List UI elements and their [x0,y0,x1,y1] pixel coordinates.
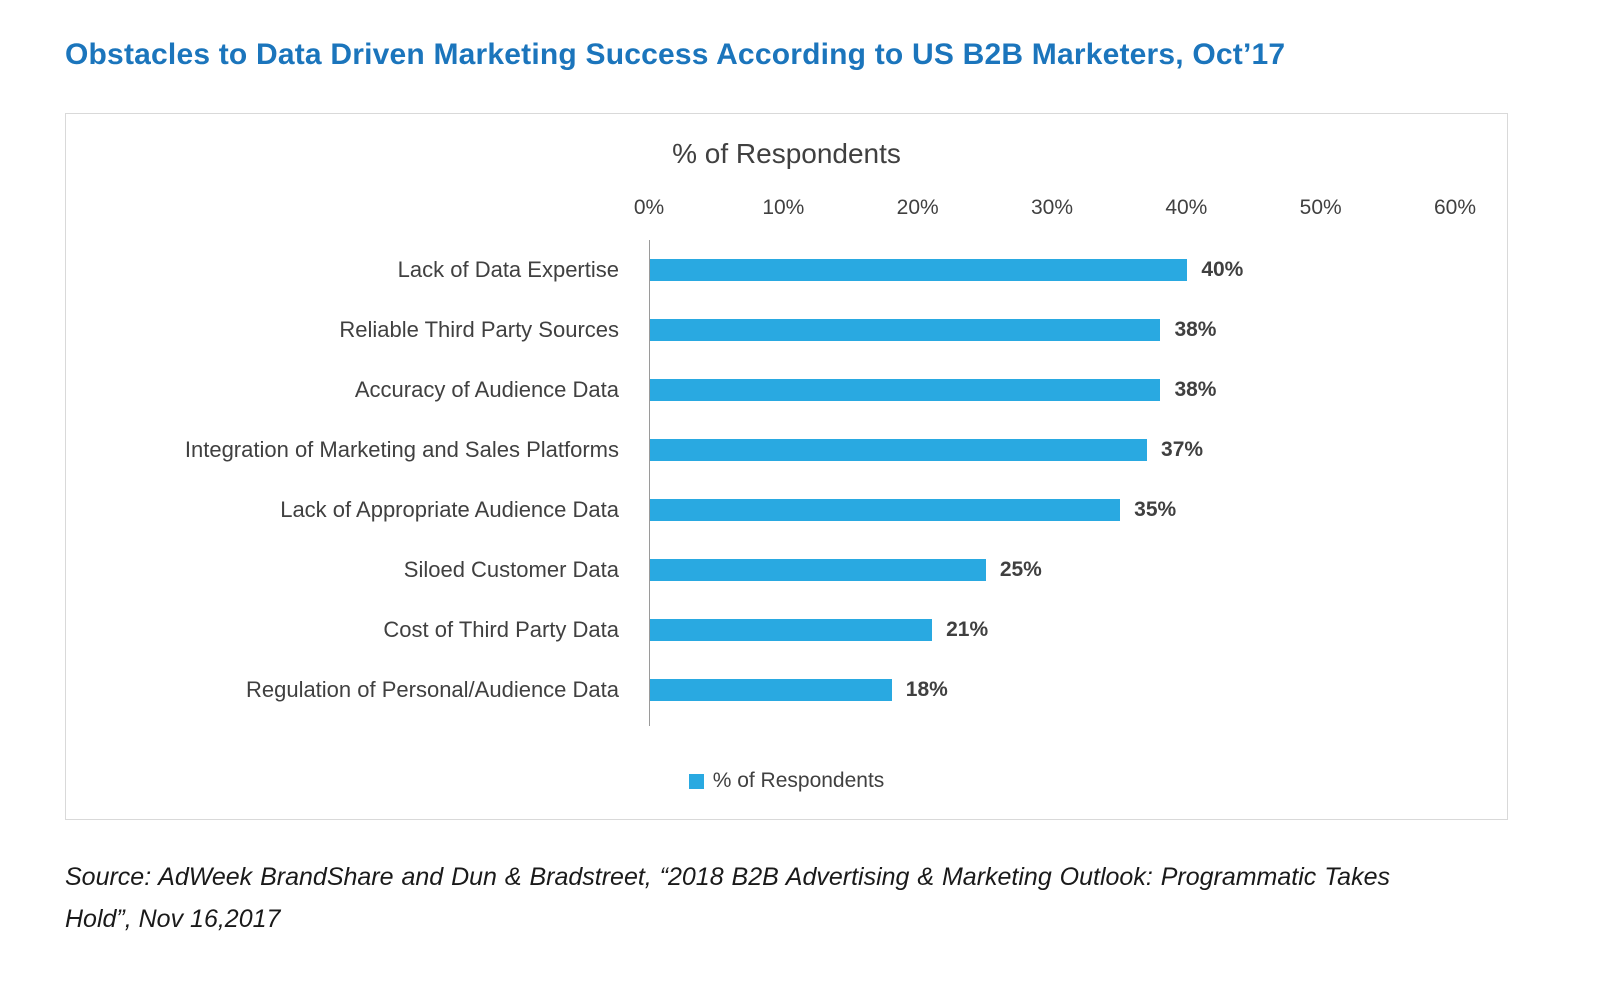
y-axis-line [649,240,650,726]
bar-row: Lack of Appropriate Audience Data 35% [66,480,1507,540]
bar-row: Regulation of Personal/Audience Data 18% [66,660,1507,720]
page-title: Obstacles to Data Driven Marketing Succe… [65,38,1286,71]
bar-row: Cost of Third Party Data 21% [66,600,1507,660]
category-label: Siloed Customer Data [403,557,619,582]
category-label: Cost of Third Party Data [383,617,619,642]
bar [650,619,933,641]
bar-row: Integration of Marketing and Sales Platf… [66,420,1507,480]
category-label: Reliable Third Party Sources [339,317,619,342]
category-label: Integration of Marketing and Sales Platf… [184,437,619,462]
source-text: Source: AdWeek BrandShare and Dun & Brad… [65,863,1390,933]
bar-row: Reliable Third Party Sources 38% [66,300,1507,360]
bar [650,259,1188,281]
x-tick-label: 50% [1299,196,1342,219]
bar [650,679,892,701]
bar-row: Lack of Data Expertise 40% [66,240,1507,300]
value-label: 25% [999,558,1042,581]
category-label: Accuracy of Audience Data [354,377,619,402]
bar [650,499,1121,521]
value-label: 40% [1201,258,1244,281]
value-label: 38% [1174,318,1217,341]
bar [650,559,986,581]
x-tick-label: 0% [633,196,665,219]
category-label: Lack of Appropriate Audience Data [280,497,619,522]
legend-swatch-icon [688,773,704,789]
x-tick-label: 20% [896,196,939,219]
bar-rows: Lack of Data Expertise 40% Reliable Third … [66,240,1507,720]
bar-row: Siloed Customer Data 25% [66,540,1507,600]
value-label: 18% [905,678,948,701]
x-tick-label: 40% [1165,196,1208,219]
legend: % of Respondents [66,769,1507,793]
value-label: 38% [1174,378,1217,401]
chart-container: % of Respondents 0% 10% 20% 30% 40% 50% 60% La… [65,113,1508,820]
value-label: 35% [1134,498,1177,521]
legend-label: % of Respondents [712,769,885,792]
category-label: Regulation of Personal/Audience Data [245,677,619,702]
value-label: 21% [946,618,989,641]
x-axis-ticks: 0% 10% 20% 30% 40% 50% 60% [634,196,1476,224]
bar [650,439,1148,461]
x-tick-label: 10% [762,196,805,219]
category-label: Lack of Data Expertise [397,257,619,282]
bar-row: Accuracy of Audience Data 38% [66,360,1507,420]
x-tick-label: 60% [1433,196,1477,219]
x-tick-label: 30% [1030,196,1074,219]
bar [650,379,1161,401]
value-label: 37% [1161,438,1204,461]
bar [650,319,1161,341]
chart-title: % of Respondents [672,138,901,169]
